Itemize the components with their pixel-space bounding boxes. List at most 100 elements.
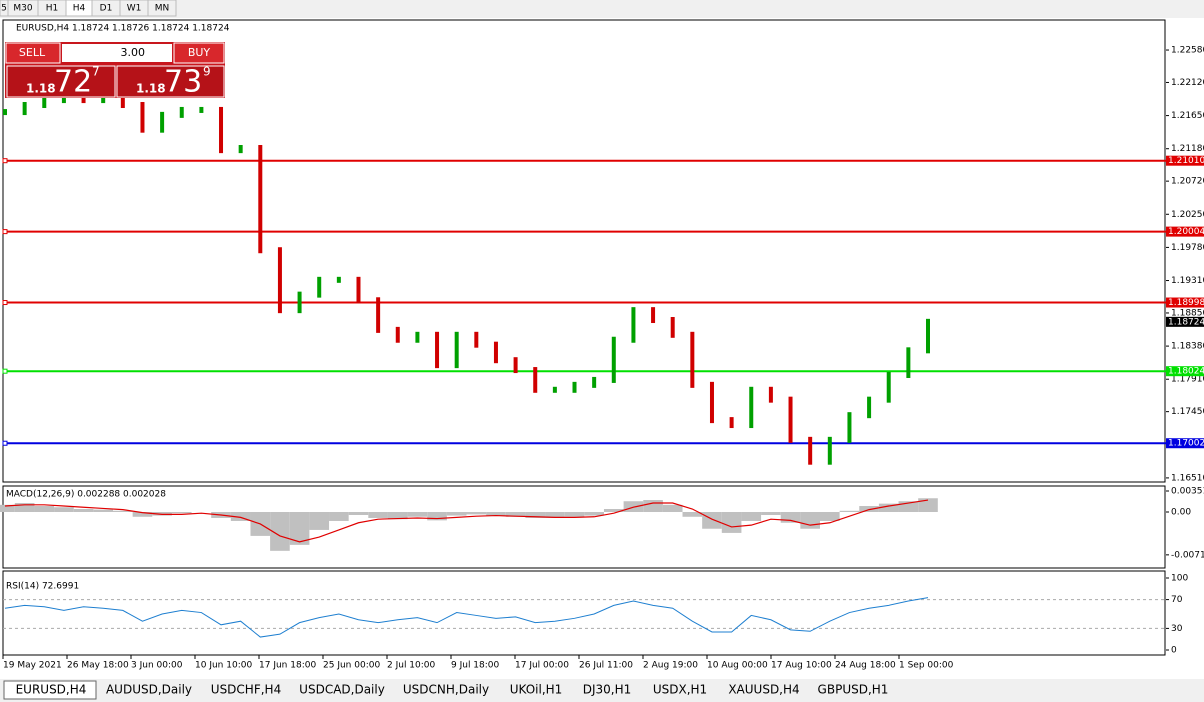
x-tick-label: 10 Jun 10:00	[195, 661, 252, 671]
level-label: 1.18998	[1168, 298, 1204, 308]
tab-label: AUDUSD,Daily	[106, 683, 192, 697]
price-bar	[356, 276, 361, 304]
x-tick-label: 26 May 18:00	[67, 661, 129, 671]
level-label: 1.17002	[1168, 439, 1204, 449]
last-price-tag	[1166, 316, 1204, 327]
y-tick-label: 0.003515	[1171, 486, 1204, 496]
level-handle	[2, 368, 8, 374]
tab[interactable]	[642, 681, 716, 699]
macd-bar	[466, 511, 487, 515]
price-bar	[140, 102, 145, 133]
macd-bar	[918, 498, 938, 512]
y-tick-label: 1.18850	[1171, 308, 1204, 318]
timeframe-label: 5	[1, 4, 7, 14]
x-tick-label: 3 Jun 00:00	[131, 661, 183, 671]
level-handle	[2, 300, 8, 306]
tab[interactable]	[200, 681, 290, 699]
tab[interactable]	[98, 681, 198, 699]
y-tick-label: 30	[1171, 624, 1183, 634]
sell-button[interactable]	[5, 42, 61, 64]
macd-bar	[603, 509, 624, 512]
tab-label: GBPUSD,H1	[818, 683, 889, 697]
buy-button[interactable]	[173, 42, 225, 64]
timeframe-label: MN	[155, 4, 170, 14]
y-tick-label: 1.22120	[1171, 78, 1204, 88]
panel-title: RSI(14) 72.6991	[6, 582, 79, 592]
tab[interactable]	[3, 680, 97, 700]
price-bar	[199, 106, 204, 113]
bid-main: 72	[54, 65, 92, 100]
sell-label: SELL	[19, 46, 46, 59]
x-tick-label: 25 Jun 00:00	[323, 661, 380, 671]
tab-label: UKOil,H1	[510, 683, 563, 697]
tab-label: USDCAD,Daily	[299, 683, 385, 697]
macd-bar	[525, 511, 546, 518]
tab-label: DJ30,H1	[583, 683, 632, 697]
price-bar	[3, 109, 7, 116]
panel-title: MACD(12,26,9) 0.002288 0.002028	[6, 490, 166, 500]
x-tick-label: 9 Jul 18:00	[451, 661, 500, 671]
rsi-frame	[2, 570, 1166, 656]
timeframe-button[interactable]	[147, 0, 177, 17]
price-bar	[277, 247, 282, 314]
timeframe-label: D1	[100, 4, 113, 14]
price-bar	[160, 111, 165, 133]
macd-bar	[34, 506, 55, 512]
tab[interactable]	[572, 681, 640, 699]
price-bar	[120, 97, 125, 109]
ask-main: 73	[164, 65, 202, 100]
price-bar	[238, 145, 243, 154]
price-bar	[395, 326, 400, 343]
macd-bar	[702, 511, 722, 529]
last-price: 1.18724	[1168, 317, 1204, 327]
macd-bar	[132, 511, 153, 517]
level-label: 1.21010	[1168, 156, 1204, 166]
macd-bar	[662, 504, 683, 512]
macd-bar	[839, 510, 860, 512]
toolbar	[0, 0, 1204, 18]
level-label: 1.18024	[1168, 367, 1204, 377]
price-bar	[729, 417, 734, 429]
tab[interactable]	[292, 681, 390, 699]
macd-bar	[545, 511, 565, 518]
ask-box[interactable]	[116, 65, 225, 98]
macd-bar	[0, 504, 15, 512]
macd-bar	[407, 511, 428, 517]
macd-bar	[348, 511, 369, 515]
y-tick-label: 1.22580	[1171, 46, 1204, 56]
macd-bar	[898, 501, 919, 512]
tab[interactable]	[392, 681, 498, 699]
price-bar	[886, 371, 891, 403]
price-bar	[847, 412, 852, 443]
y-tick-label: 100	[1171, 574, 1188, 584]
level-handle	[2, 229, 8, 235]
price-bar	[631, 307, 636, 343]
tab-label: USDCNH,Daily	[403, 683, 489, 697]
price-bar	[42, 97, 47, 109]
macd-bar	[14, 503, 35, 512]
y-tick-label: 1.19310	[1171, 276, 1204, 286]
macd-bar	[878, 503, 899, 512]
level-tag	[1166, 438, 1204, 449]
level-tag	[1166, 226, 1204, 237]
price-bar	[474, 331, 479, 348]
x-tick-label: 24 Aug 18:00	[835, 661, 896, 671]
tab-label: USDX,H1	[653, 683, 707, 697]
buy-label: BUY	[188, 46, 211, 59]
tab[interactable]	[718, 681, 808, 699]
tab-label: XAUUSD,H4	[728, 683, 799, 697]
price-bar	[788, 396, 793, 443]
timeframe-label: M30	[13, 4, 32, 14]
signal-line	[4, 499, 929, 543]
x-tick-label: 19 May 2021	[3, 661, 62, 671]
tab[interactable]	[500, 681, 570, 699]
level-tag	[1166, 366, 1204, 377]
macd-bar	[446, 511, 467, 516]
macd-frame	[2, 485, 1166, 569]
bid-box[interactable]	[6, 65, 116, 98]
lots-input[interactable]	[62, 44, 172, 62]
tab[interactable]	[810, 681, 894, 699]
y-tick-label: 1.16510	[1171, 473, 1204, 483]
y-tick-label: 1.17910	[1171, 375, 1204, 385]
